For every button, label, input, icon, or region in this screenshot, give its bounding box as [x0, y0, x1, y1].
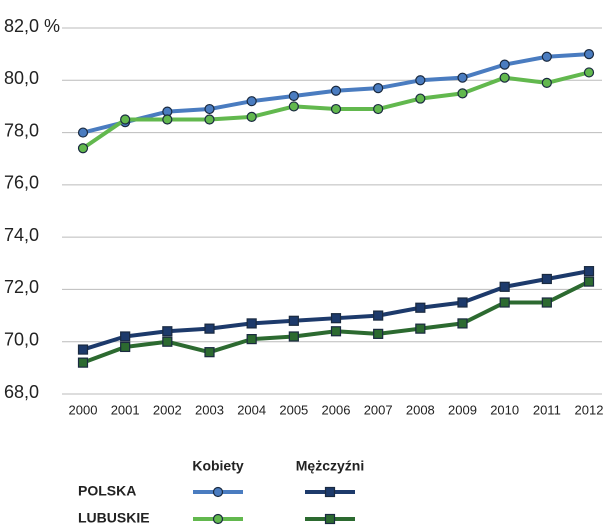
x-tick-label: 2009 [448, 402, 477, 417]
point [583, 49, 595, 60]
x-tick-label: 2012 [575, 402, 604, 417]
line [82, 269, 590, 352]
y-tick-label: 70,0 [4, 329, 39, 349]
point [583, 266, 595, 277]
y-tick-label: 80,0 [4, 68, 39, 88]
point [541, 77, 552, 89]
point [457, 88, 468, 99]
legend-marker [212, 513, 224, 525]
x-tick-label: 2002 [153, 402, 182, 417]
point [204, 323, 215, 334]
y-tick-label: 68,0 [4, 382, 39, 402]
y-tick-label: 78,0 [4, 120, 39, 140]
point [288, 101, 299, 112]
point [541, 51, 552, 62]
point [204, 103, 215, 115]
point [288, 331, 299, 342]
point [457, 318, 468, 329]
x-tick-label: 2004 [237, 402, 266, 417]
point [77, 344, 89, 355]
point [373, 83, 384, 94]
x-tick-label: 2008 [406, 402, 435, 417]
legend-marker [212, 486, 224, 498]
point [499, 59, 510, 70]
x-tick-label: 2001 [111, 402, 140, 417]
point [204, 347, 215, 358]
point [373, 310, 384, 321]
x-tick-label: 2011 [533, 402, 561, 417]
point [246, 96, 257, 107]
y-tick-label: 76,0 [4, 173, 39, 193]
point [330, 313, 342, 324]
point [288, 90, 299, 102]
point [162, 114, 173, 125]
x-tick-label: 2000 [69, 402, 98, 417]
legend-marker [324, 486, 336, 498]
y-tick-label: 72,0 [4, 277, 39, 297]
point [457, 72, 468, 83]
x-tick-label: 2003 [195, 402, 224, 417]
point [120, 114, 131, 125]
point [415, 75, 426, 86]
y-tick-label: 74,0 [4, 225, 39, 245]
point [120, 331, 131, 342]
point [162, 326, 173, 337]
legend-marker [324, 513, 336, 525]
point [204, 114, 215, 125]
y-tick-label: 82,0 % [4, 16, 60, 36]
x-tick-label: 2010 [490, 402, 519, 417]
point [288, 315, 299, 326]
point [415, 323, 426, 334]
point [457, 297, 468, 308]
point [77, 127, 89, 138]
point [120, 341, 131, 353]
x-tick-label: 2005 [279, 402, 308, 417]
point [330, 326, 342, 337]
x-tick-label: 2007 [364, 402, 393, 417]
legend-label: LUBUSKIE [78, 510, 150, 526]
point [246, 334, 257, 345]
point [583, 67, 595, 78]
point [162, 336, 173, 347]
point [77, 357, 89, 368]
point [499, 297, 510, 308]
point [583, 276, 595, 287]
point [373, 103, 384, 115]
point [77, 143, 89, 154]
point [246, 318, 257, 329]
point [499, 72, 510, 83]
point [415, 302, 426, 313]
point [541, 297, 552, 308]
legend-header: Mężczyźni [296, 458, 364, 474]
point [541, 273, 552, 285]
legend-header: Kobiety [192, 458, 244, 474]
point [373, 328, 384, 339]
point [415, 93, 426, 104]
point [330, 103, 342, 115]
point [499, 281, 510, 292]
legend-label: POLSKA [78, 483, 136, 499]
point [330, 85, 342, 96]
point [246, 111, 257, 122]
x-tick-label: 2006 [322, 402, 351, 417]
